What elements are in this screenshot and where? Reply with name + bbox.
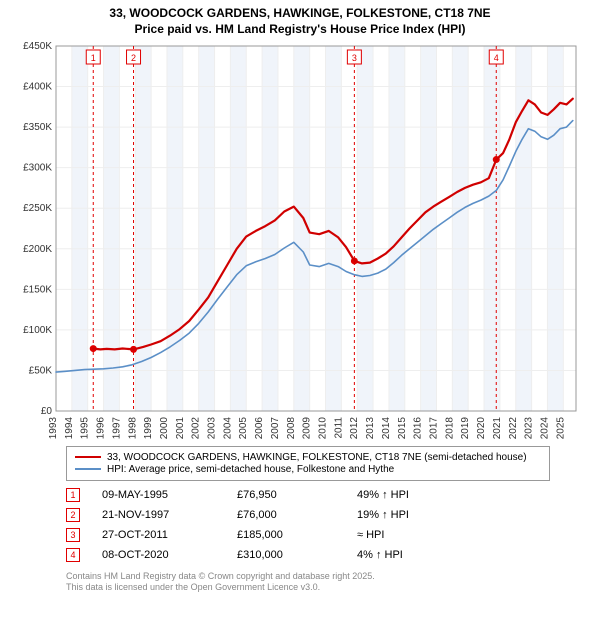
svg-text:1: 1 bbox=[91, 53, 96, 63]
txn-date: 27-OCT-2011 bbox=[102, 529, 237, 541]
legend-row: 33, WOODCOCK GARDENS, HAWKINGE, FOLKESTO… bbox=[75, 452, 541, 463]
svg-text:£350K: £350K bbox=[23, 122, 52, 133]
svg-text:2013: 2013 bbox=[365, 416, 376, 439]
svg-text:1993: 1993 bbox=[48, 416, 59, 439]
svg-text:2001: 2001 bbox=[175, 416, 186, 439]
txn-price: £76,950 bbox=[237, 489, 357, 501]
svg-text:2002: 2002 bbox=[191, 416, 202, 439]
svg-text:3: 3 bbox=[352, 53, 357, 63]
transaction-table: 1 09-MAY-1995£76,95049% ↑ HPI 2 21-NOV-1997… bbox=[66, 485, 550, 565]
txn-date: 21-NOV-1997 bbox=[102, 509, 237, 521]
txn-delta: 4% ↑ HPI bbox=[357, 549, 550, 561]
svg-text:£300K: £300K bbox=[23, 162, 52, 173]
svg-text:2011: 2011 bbox=[333, 416, 344, 438]
legend-swatch bbox=[75, 468, 101, 470]
table-row: 3 27-OCT-2011£185,000≈ HPI bbox=[66, 525, 550, 545]
footer-line2: This data is licensed under the Open Gov… bbox=[66, 582, 550, 594]
svg-text:2003: 2003 bbox=[207, 416, 218, 439]
svg-text:1996: 1996 bbox=[96, 416, 107, 439]
txn-delta: 19% ↑ HPI bbox=[357, 509, 550, 521]
svg-text:2005: 2005 bbox=[238, 416, 249, 439]
svg-text:2014: 2014 bbox=[381, 416, 392, 439]
svg-text:£150K: £150K bbox=[23, 284, 52, 295]
svg-text:1994: 1994 bbox=[64, 416, 75, 439]
svg-text:2024: 2024 bbox=[539, 416, 550, 439]
footer-line1: Contains HM Land Registry data © Crown c… bbox=[66, 571, 550, 583]
svg-text:2015: 2015 bbox=[397, 416, 408, 439]
svg-text:2012: 2012 bbox=[349, 416, 360, 439]
chart-title-line2: Price paid vs. HM Land Registry's House … bbox=[10, 22, 590, 36]
svg-text:2017: 2017 bbox=[428, 416, 439, 439]
svg-text:2020: 2020 bbox=[476, 416, 487, 439]
txn-date: 08-OCT-2020 bbox=[102, 549, 237, 561]
chart-legend: 33, WOODCOCK GARDENS, HAWKINGE, FOLKESTO… bbox=[66, 446, 550, 481]
svg-text:£250K: £250K bbox=[23, 203, 52, 214]
txn-delta: 49% ↑ HPI bbox=[357, 489, 550, 501]
svg-text:2000: 2000 bbox=[159, 416, 170, 439]
txn-index: 3 bbox=[66, 528, 80, 542]
svg-text:£200K: £200K bbox=[23, 243, 52, 254]
legend-label: 33, WOODCOCK GARDENS, HAWKINGE, FOLKESTO… bbox=[107, 452, 527, 463]
legend-swatch bbox=[75, 456, 101, 458]
txn-index: 2 bbox=[66, 508, 80, 522]
txn-index: 4 bbox=[66, 548, 80, 562]
txn-date: 09-MAY-1995 bbox=[102, 489, 237, 501]
chart-title-line1: 33, WOODCOCK GARDENS, HAWKINGE, FOLKESTO… bbox=[10, 6, 590, 22]
chart-plot-area: £0 £50K £100K £150K £200K £250K £300K £350K £400… bbox=[10, 40, 590, 440]
svg-text:2007: 2007 bbox=[270, 416, 281, 439]
svg-text:2025: 2025 bbox=[555, 416, 566, 439]
txn-index: 1 bbox=[66, 488, 80, 502]
legend-label: HPI: Average price, semi-detached house,… bbox=[107, 464, 394, 475]
svg-text:2006: 2006 bbox=[254, 416, 265, 439]
chart-svg: £0 £50K £100K £150K £200K £250K £300K £350K £400… bbox=[10, 40, 590, 440]
svg-text:2009: 2009 bbox=[302, 416, 313, 439]
chart-container: 33, WOODCOCK GARDENS, HAWKINGE, FOLKESTO… bbox=[0, 0, 600, 620]
svg-text:1997: 1997 bbox=[111, 416, 122, 439]
svg-text:1999: 1999 bbox=[143, 416, 154, 439]
txn-price: £76,000 bbox=[237, 509, 357, 521]
table-row: 4 08-OCT-2020£310,0004% ↑ HPI bbox=[66, 545, 550, 565]
svg-text:2016: 2016 bbox=[413, 416, 424, 439]
license-footer: Contains HM Land Registry data © Crown c… bbox=[66, 571, 550, 594]
table-row: 1 09-MAY-1995£76,95049% ↑ HPI bbox=[66, 485, 550, 505]
svg-text:£450K: £450K bbox=[23, 41, 52, 52]
svg-text:1998: 1998 bbox=[127, 416, 138, 439]
svg-text:2004: 2004 bbox=[222, 416, 233, 439]
svg-text:£100K: £100K bbox=[23, 324, 52, 335]
txn-delta: ≈ HPI bbox=[357, 529, 550, 541]
txn-price: £185,000 bbox=[237, 529, 357, 541]
svg-text:2022: 2022 bbox=[508, 416, 519, 439]
svg-text:2: 2 bbox=[131, 53, 136, 63]
txn-price: £310,000 bbox=[237, 549, 357, 561]
svg-text:£50K: £50K bbox=[29, 365, 53, 376]
svg-text:1995: 1995 bbox=[80, 416, 91, 439]
svg-text:2008: 2008 bbox=[286, 416, 297, 439]
svg-text:2019: 2019 bbox=[460, 416, 471, 439]
svg-text:£0: £0 bbox=[41, 406, 53, 417]
svg-text:4: 4 bbox=[494, 53, 499, 63]
table-row: 2 21-NOV-1997£76,00019% ↑ HPI bbox=[66, 505, 550, 525]
svg-text:2018: 2018 bbox=[444, 416, 455, 439]
svg-text:2010: 2010 bbox=[318, 416, 329, 439]
svg-text:2021: 2021 bbox=[492, 416, 503, 439]
legend-row: HPI: Average price, semi-detached house,… bbox=[75, 464, 541, 475]
svg-text:£400K: £400K bbox=[23, 81, 52, 92]
svg-text:2023: 2023 bbox=[524, 416, 535, 439]
